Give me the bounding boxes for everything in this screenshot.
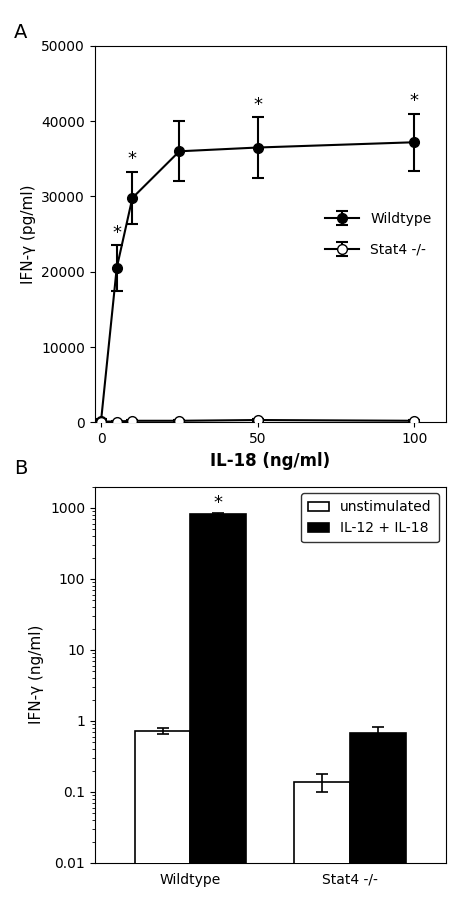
Text: *: * xyxy=(214,494,223,512)
Text: *: * xyxy=(128,150,137,168)
Bar xyxy=(135,731,191,918)
Legend: Wildtype, Stat4 -/-: Wildtype, Stat4 -/- xyxy=(318,205,438,263)
Y-axis label: IFN-γ (ng/ml): IFN-γ (ng/ml) xyxy=(29,625,45,724)
Text: *: * xyxy=(410,92,419,110)
X-axis label: IL-18 (ng/ml): IL-18 (ng/ml) xyxy=(210,452,330,470)
Bar xyxy=(350,733,406,918)
Text: *: * xyxy=(112,224,121,241)
Text: A: A xyxy=(14,23,27,42)
Legend: unstimulated, IL-12 + IL-18: unstimulated, IL-12 + IL-18 xyxy=(301,494,438,543)
Y-axis label: IFN-γ (pg/ml): IFN-γ (pg/ml) xyxy=(21,185,36,284)
Text: *: * xyxy=(253,95,262,114)
Bar xyxy=(294,781,350,918)
Text: B: B xyxy=(14,459,27,478)
Bar xyxy=(191,514,246,918)
